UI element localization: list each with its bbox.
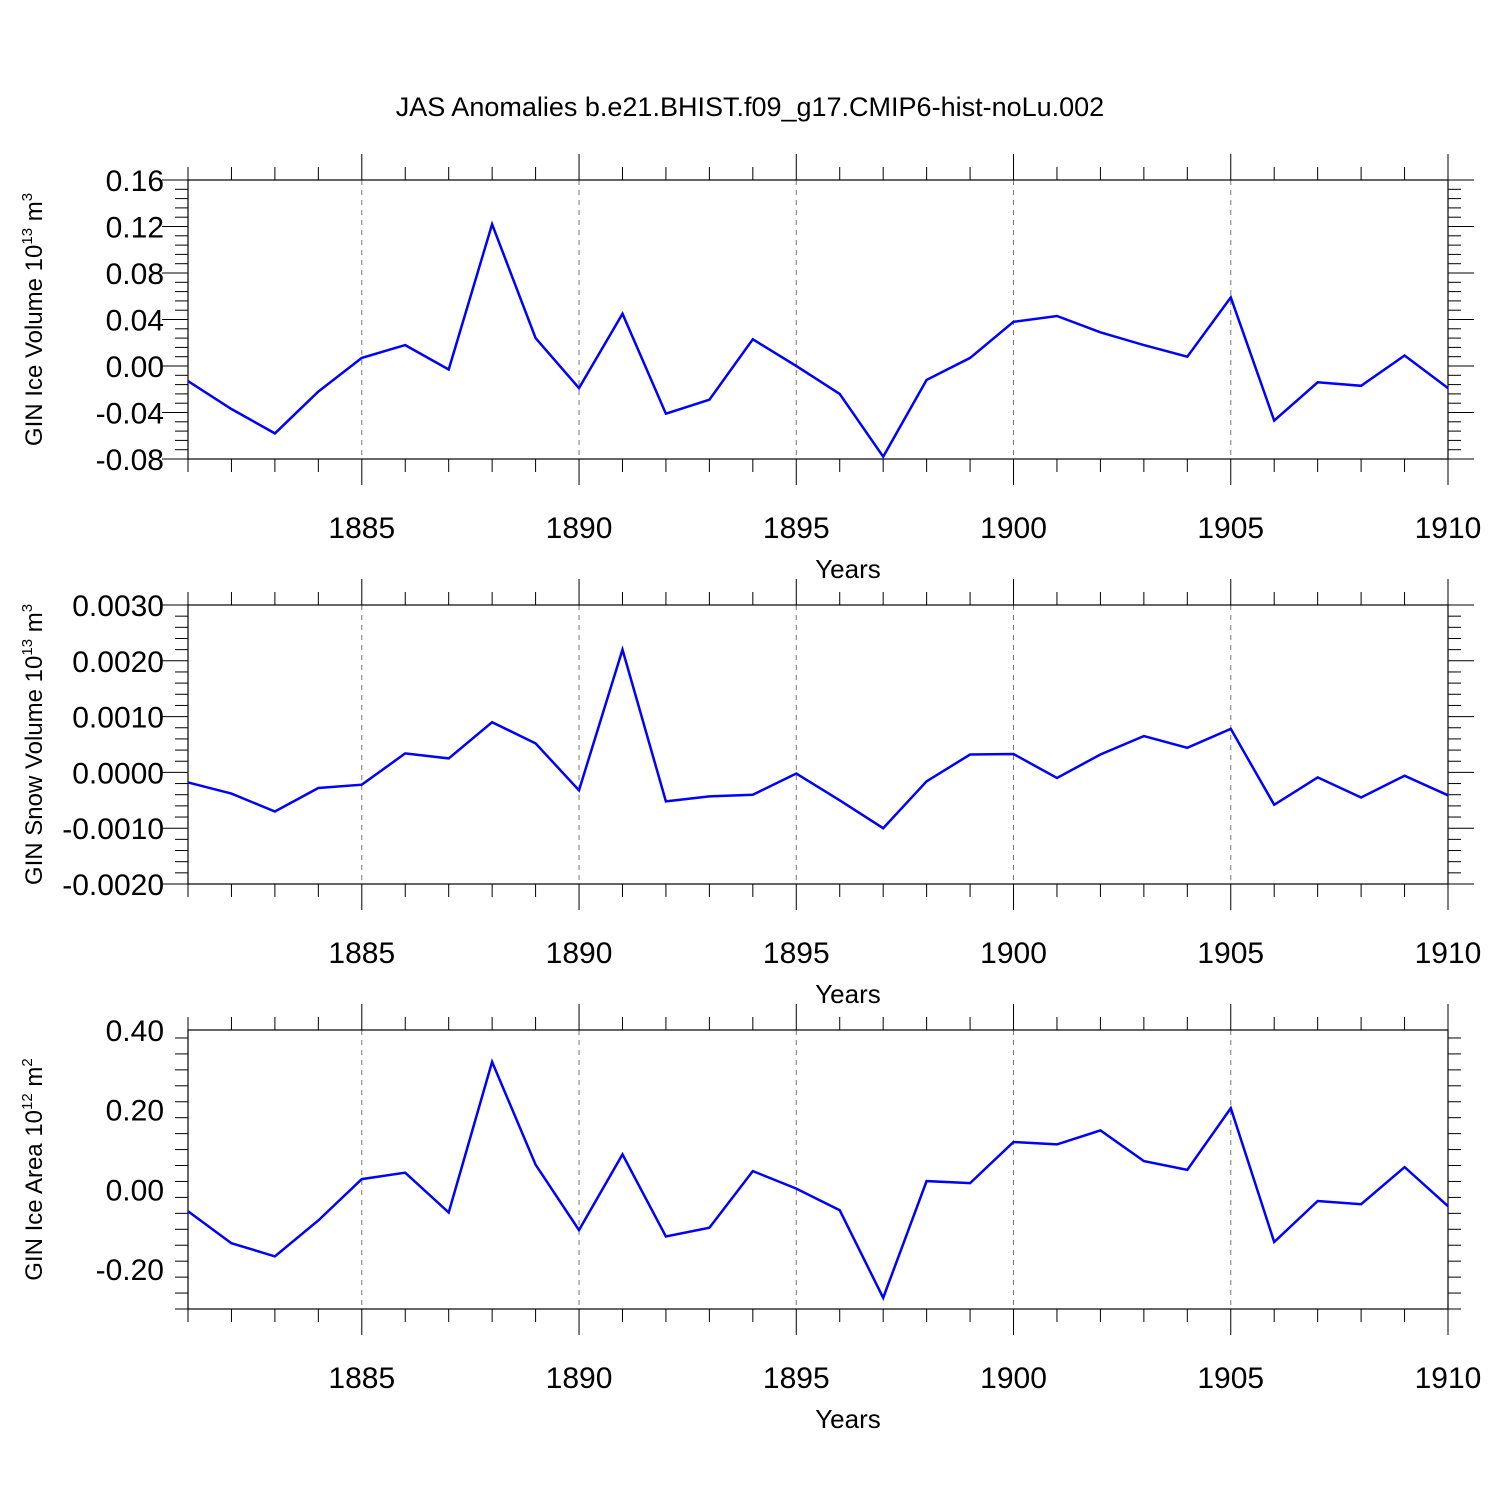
x-axis-label: Years <box>815 979 881 1009</box>
y-axis-label-unit: m <box>21 1067 48 1094</box>
y-axis-label-exponent: 13 <box>19 639 36 656</box>
y-tick-label: -0.0010 <box>62 813 164 846</box>
y-axis-label: GIN Ice Volume 1013 m3 <box>19 193 48 446</box>
series-line <box>187 645 1449 830</box>
plot-frame <box>187 1029 1449 1310</box>
y-tick-label: 0.0000 <box>72 757 164 790</box>
y-tick-label: -0.20 <box>96 1254 164 1287</box>
x-axis-label: Years <box>815 1404 881 1434</box>
panel-3: -0.20 0.00 0.20 0.40 1885 1890 1895 1900 1905 191… <box>19 1004 1481 1434</box>
panel-2: -0.0020 -0.0010 0.0000 0.0010 0.0020 0.0030 18… <box>19 579 1481 1009</box>
x-tick-label: 1910 <box>1415 937 1482 970</box>
series-line <box>187 1058 1449 1301</box>
y-tick-label: -0.04 <box>96 398 164 431</box>
y-axis-label: GIN Ice Area 1012 m2 <box>19 1058 48 1280</box>
y-tick-label: 0.00 <box>106 351 164 384</box>
y-axis-label-unit: m <box>21 612 48 639</box>
figure-title: JAS Anomalies b.e21.BHIST.f09_g17.CMIP6-… <box>396 92 1104 122</box>
x-tick-label: 1890 <box>546 1362 613 1395</box>
y-tick-label: 0.20 <box>106 1095 164 1128</box>
y-axis-label-exponent: 12 <box>19 1093 36 1110</box>
x-tick-label: 1900 <box>980 937 1047 970</box>
y-tick-label: 0.08 <box>106 258 164 291</box>
x-tick-label: 1885 <box>328 1362 395 1395</box>
y-tick-label: 0.16 <box>106 165 164 198</box>
x-tick-label: 1905 <box>1197 1362 1264 1395</box>
y-tick-label: -0.08 <box>96 444 164 477</box>
x-tick-label: 1910 <box>1415 1362 1482 1395</box>
x-tick-label: 1910 <box>1415 512 1482 545</box>
y-tick-label: 0.0030 <box>72 590 164 623</box>
y-axis-label-unit-exponent: 3 <box>19 193 36 201</box>
series-line <box>187 220 1449 460</box>
y-axis-label-main: GIN Snow Volume 10 <box>21 656 48 885</box>
y-tick-label: 0.0020 <box>72 646 164 679</box>
y-axis-label-exponent: 13 <box>19 228 36 245</box>
x-tick-label: 1900 <box>980 1362 1047 1395</box>
y-tick-label: 0.40 <box>106 1015 164 1048</box>
y-axis-label-main: GIN Ice Area 10 <box>21 1110 48 1281</box>
y-tick-label: 0.12 <box>106 212 164 245</box>
y-axis-label-main: GIN Ice Volume 10 <box>21 245 48 446</box>
x-tick-label: 1905 <box>1197 512 1264 545</box>
x-tick-label: 1895 <box>763 937 830 970</box>
x-tick-label: 1900 <box>980 512 1047 545</box>
y-tick-label: -0.0020 <box>62 869 164 902</box>
x-tick-label: 1895 <box>763 512 830 545</box>
x-tick-label: 1890 <box>546 937 613 970</box>
y-tick-label: 0.00 <box>106 1174 164 1207</box>
y-axis-label: GIN Snow Volume 1013 m3 <box>19 604 48 885</box>
y-axis-label-unit-exponent: 2 <box>19 1058 36 1066</box>
x-tick-label: 1885 <box>328 512 395 545</box>
y-tick-label: 0.04 <box>106 305 164 338</box>
x-tick-label: 1895 <box>763 1362 830 1395</box>
y-axis-label-unit-exponent: 3 <box>19 604 36 612</box>
x-axis-label: Years <box>815 554 881 584</box>
panel-1: -0.08 -0.04 0.00 0.04 0.08 0.12 0.16 1885 1890 18… <box>19 154 1481 584</box>
y-tick-label: 0.0010 <box>72 702 164 735</box>
x-tick-label: 1885 <box>328 937 395 970</box>
x-tick-label: 1890 <box>546 512 613 545</box>
plot-frame <box>187 604 1449 885</box>
x-tick-label: 1905 <box>1197 937 1264 970</box>
y-axis-label-unit: m <box>21 201 48 228</box>
